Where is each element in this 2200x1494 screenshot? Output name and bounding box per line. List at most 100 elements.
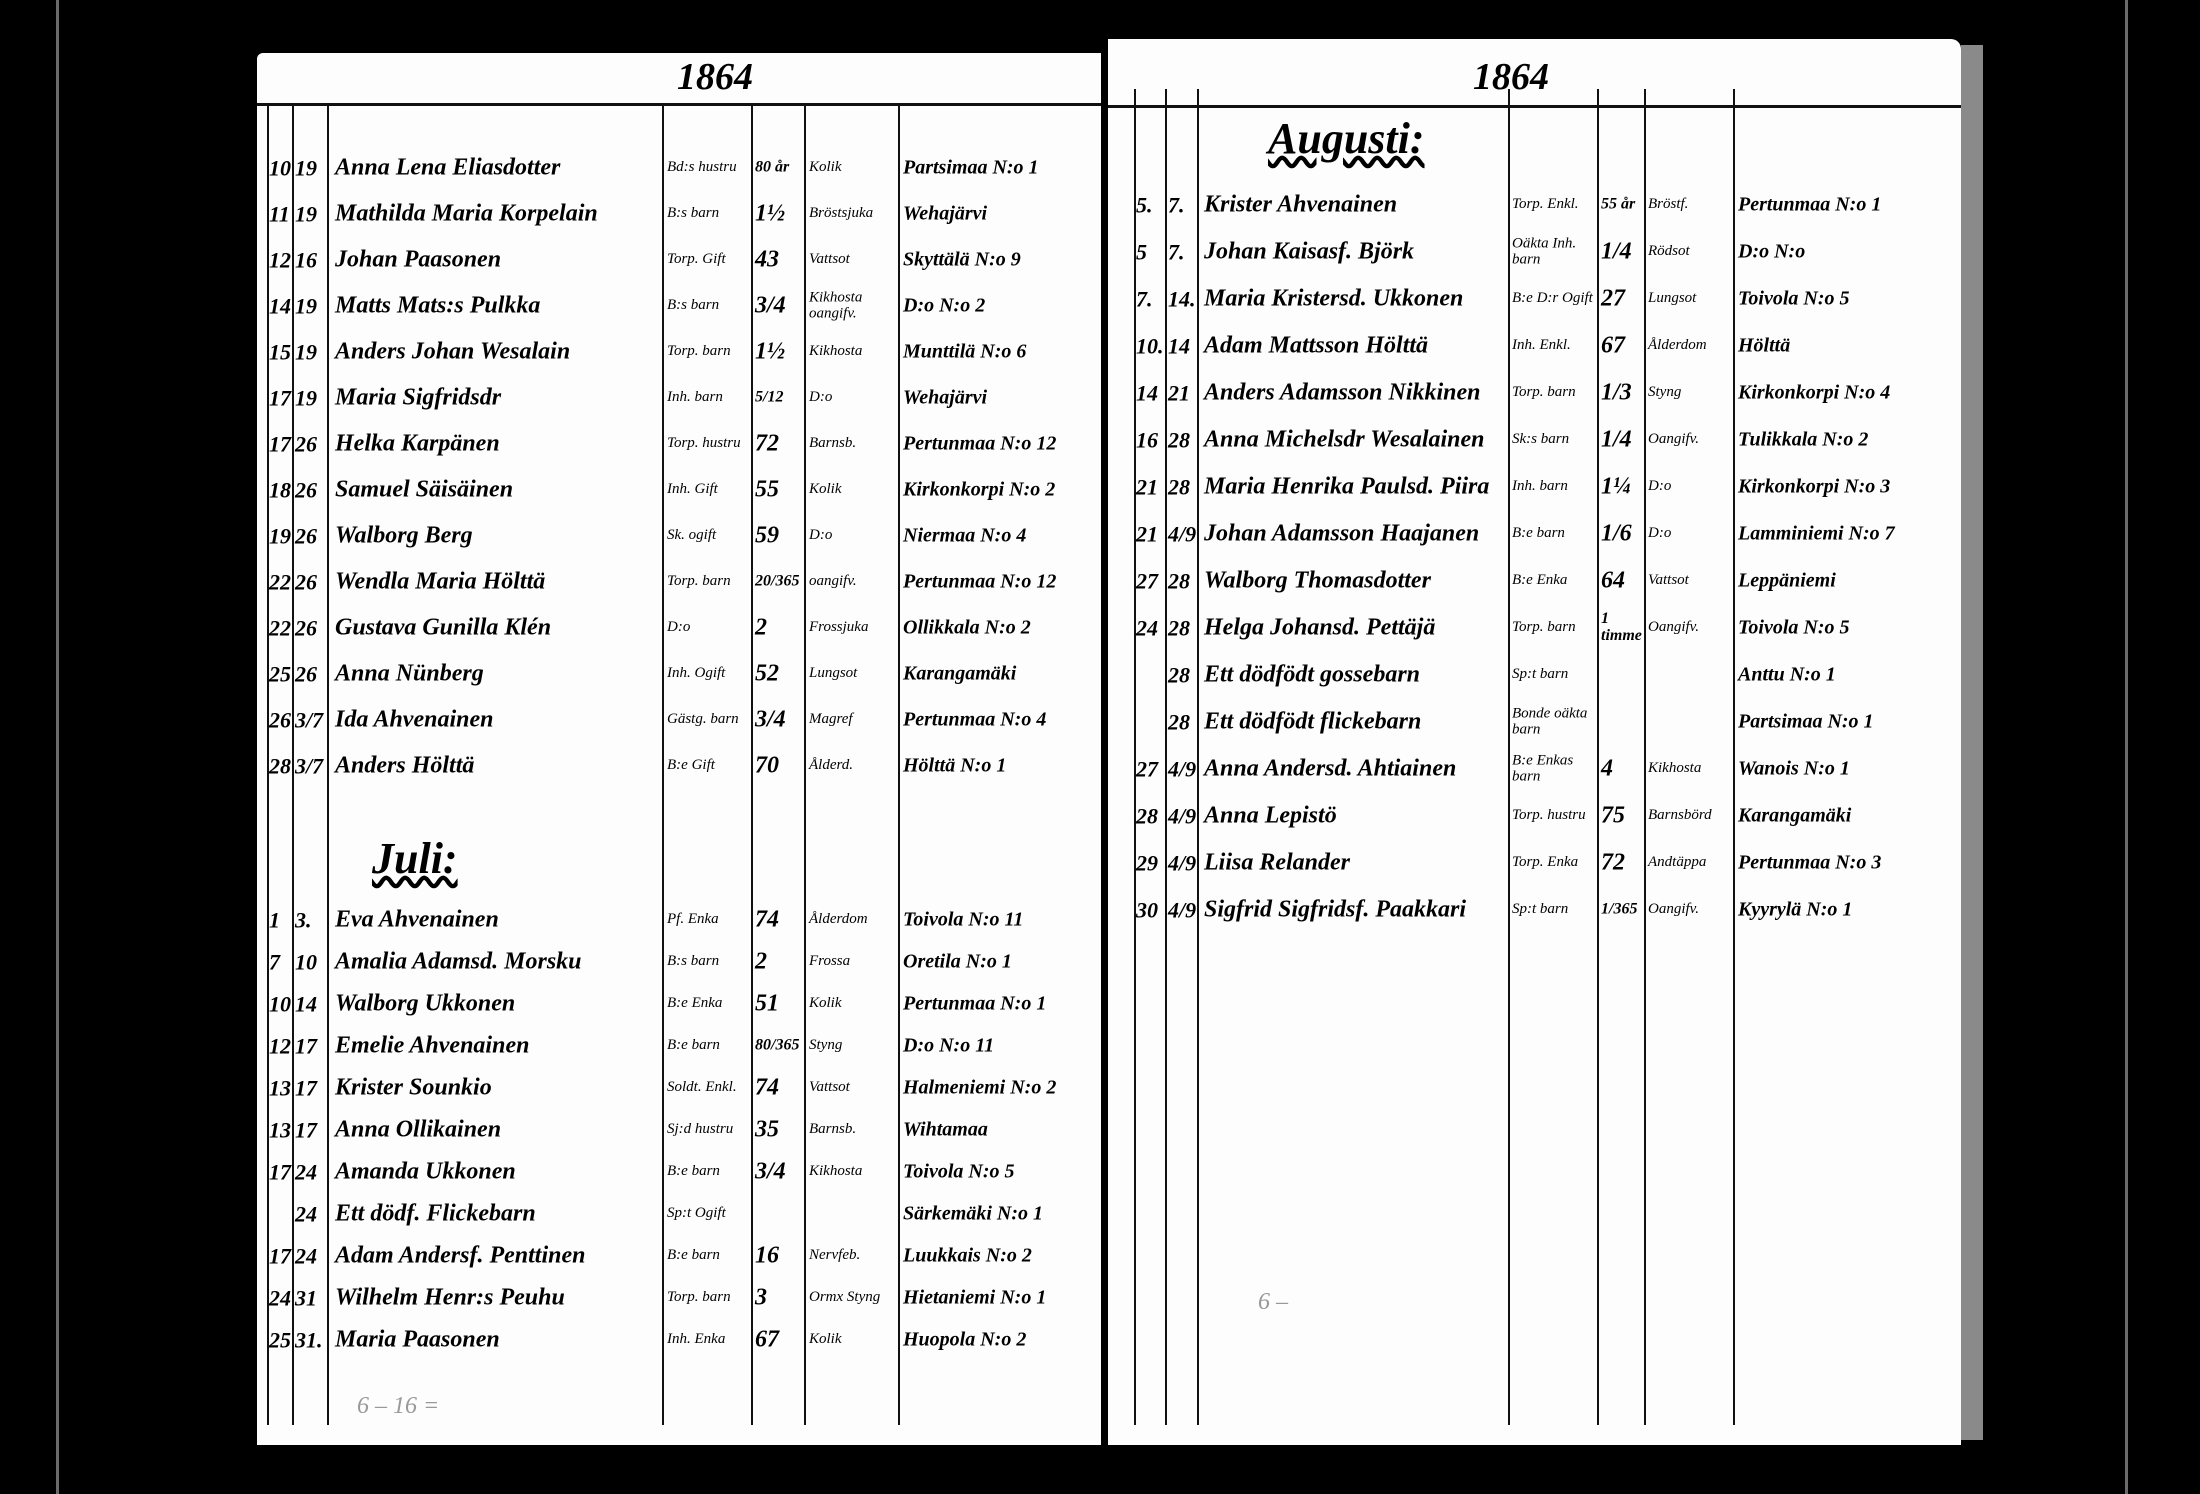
age: 64 xyxy=(1601,567,1625,594)
cause-of-death: Barnsb. xyxy=(809,1121,857,1138)
deceased-name: Maria Sigfridsdr xyxy=(335,384,502,411)
deceased-name: Mathilda Maria Korpelain xyxy=(335,200,598,227)
residence: Wehajärvi xyxy=(903,202,988,225)
cause-of-death: Vattsot xyxy=(1648,572,1689,589)
burial-day: 28 xyxy=(1168,615,1190,641)
age: 75 xyxy=(1601,802,1625,829)
status: Sk:s barn xyxy=(1512,431,1570,448)
deceased-name: Anna Andersd. Ahtiainen xyxy=(1204,755,1457,782)
column-rule xyxy=(898,103,900,1425)
residence: Pertunmaa N:o 12 xyxy=(903,570,1057,593)
status: Inh. barn xyxy=(667,389,723,406)
status: B:e Enkas barn xyxy=(1512,752,1574,784)
deceased-name: Anna Lena Eliasdotter xyxy=(335,154,561,181)
age: 1/4 xyxy=(1601,426,1632,453)
death-day: 15 xyxy=(269,339,291,365)
residence: Pertunmaa N:o 3 xyxy=(1738,851,1882,874)
residence: Munttilä N:o 6 xyxy=(903,340,1027,363)
right-page: 1864 Augusti: 6 – 5. 7. Krister Ahvenainen… xyxy=(1108,39,1961,1445)
residence: Wehajärvi xyxy=(903,386,988,409)
status: Soldt. Enkl. xyxy=(667,1079,737,1096)
burial-day: 26 xyxy=(295,523,317,549)
cause-of-death: D:o xyxy=(1648,525,1672,542)
death-day: 11 xyxy=(269,201,290,227)
age: 3/4 xyxy=(755,1158,786,1185)
residence: Hietaniemi N:o 1 xyxy=(903,1286,1047,1309)
age: 5/12 xyxy=(755,388,784,406)
burial-day: 28 xyxy=(1168,709,1190,735)
pencil-note: 6 – xyxy=(1258,1289,1288,1315)
burial-day: 26 xyxy=(295,569,317,595)
death-day: 27 xyxy=(1136,756,1158,782)
residence: Hölttä N:o 1 xyxy=(903,754,1007,777)
month-heading-juli: Juli: xyxy=(372,834,458,883)
residence: Toivola N:o 11 xyxy=(903,908,1024,931)
column-rule xyxy=(804,103,806,1425)
age: 72 xyxy=(1601,849,1625,876)
cause-of-death: Kolik xyxy=(809,995,842,1012)
residence: D:o N:o xyxy=(1738,240,1806,263)
deceased-name: Gustava Gunilla Klén xyxy=(335,614,552,641)
burial-day: 4/9 xyxy=(1168,850,1197,876)
residence: Tulikkala N:o 2 xyxy=(1738,428,1869,451)
residence: Pertunmaa N:o 4 xyxy=(903,708,1047,731)
residence: Toivola N:o 5 xyxy=(1738,287,1850,310)
cause-of-death: Styng xyxy=(1648,384,1682,401)
cause-of-death: Ormx Styng xyxy=(809,1289,881,1306)
burial-day: 19 xyxy=(295,385,317,411)
deceased-name: Johan Adamsson Haajanen xyxy=(1204,520,1480,547)
burial-day: 24 xyxy=(295,1159,317,1185)
deceased-name: Wilhelm Henr:s Peuhu xyxy=(335,1284,565,1311)
residence: Karangamäki xyxy=(903,662,1017,685)
cause-of-death: Kikhosta oangifv. xyxy=(809,289,863,321)
status: B:e Gift xyxy=(667,757,715,774)
residence: Kirkonkorpi N:o 4 xyxy=(1738,381,1891,404)
burial-day: 28 xyxy=(1168,427,1190,453)
residence: Kirkonkorpi N:o 2 xyxy=(903,478,1056,501)
status: Bonde oäkta barn xyxy=(1512,705,1588,737)
residence: D:o N:o 2 xyxy=(903,294,986,317)
age: 3/4 xyxy=(755,292,786,319)
residence: Lamminiemi N:o 7 xyxy=(1738,522,1895,545)
age: 27 xyxy=(1601,285,1625,312)
deceased-name: Ett dödfödt flickebarn xyxy=(1204,708,1422,735)
burial-day: 24 xyxy=(295,1201,317,1227)
death-day: 28 xyxy=(1136,803,1158,829)
age: 1½ xyxy=(755,338,785,365)
deceased-name: Emelie Ahvenainen xyxy=(335,1032,530,1059)
column-rule xyxy=(751,103,753,1425)
death-day: 5. xyxy=(1136,192,1153,218)
residence: Niermaa N:o 4 xyxy=(903,524,1027,547)
death-day: 26 xyxy=(269,707,291,733)
deceased-name: Helka Karpänen xyxy=(335,430,500,457)
column-rule xyxy=(1733,89,1735,1425)
burial-day: 28 xyxy=(1168,474,1190,500)
age: 52 xyxy=(755,660,779,687)
status: Sp:t Ogift xyxy=(667,1205,726,1222)
burial-day: 17 xyxy=(295,1117,317,1143)
death-day: 27 xyxy=(1136,568,1158,594)
age: 43 xyxy=(755,246,779,273)
status: Torp. Gift xyxy=(667,251,726,268)
deceased-name: Anders Johan Wesalain xyxy=(335,338,571,365)
status: Torp. barn xyxy=(667,573,731,590)
column-rule xyxy=(1508,89,1510,1425)
age: 4 xyxy=(1601,755,1613,782)
residence: Pertunmaa N:o 1 xyxy=(1738,193,1882,216)
residence: Leppäniemi xyxy=(1738,569,1836,592)
age: 80 år xyxy=(755,158,790,176)
right-page-year: 1864 xyxy=(1473,56,1549,98)
status: D:o xyxy=(667,619,691,636)
death-day: 25 xyxy=(269,661,291,687)
age: 1½ xyxy=(755,200,785,227)
deceased-name: Matts Mats:s Pulkka xyxy=(335,292,541,319)
burial-day: 26 xyxy=(295,661,317,687)
burial-day: 31 xyxy=(295,1285,317,1311)
age: 1/3 xyxy=(1601,379,1632,406)
death-day: 1 xyxy=(269,907,280,933)
deceased-name: Adam Mattsson Hölttä xyxy=(1204,332,1429,359)
residence: Huopola N:o 2 xyxy=(903,1328,1027,1351)
death-day: 29 xyxy=(1136,850,1158,876)
death-day: 17 xyxy=(269,1243,291,1269)
deceased-name: Helga Johansd. Pettäjä xyxy=(1204,614,1436,641)
